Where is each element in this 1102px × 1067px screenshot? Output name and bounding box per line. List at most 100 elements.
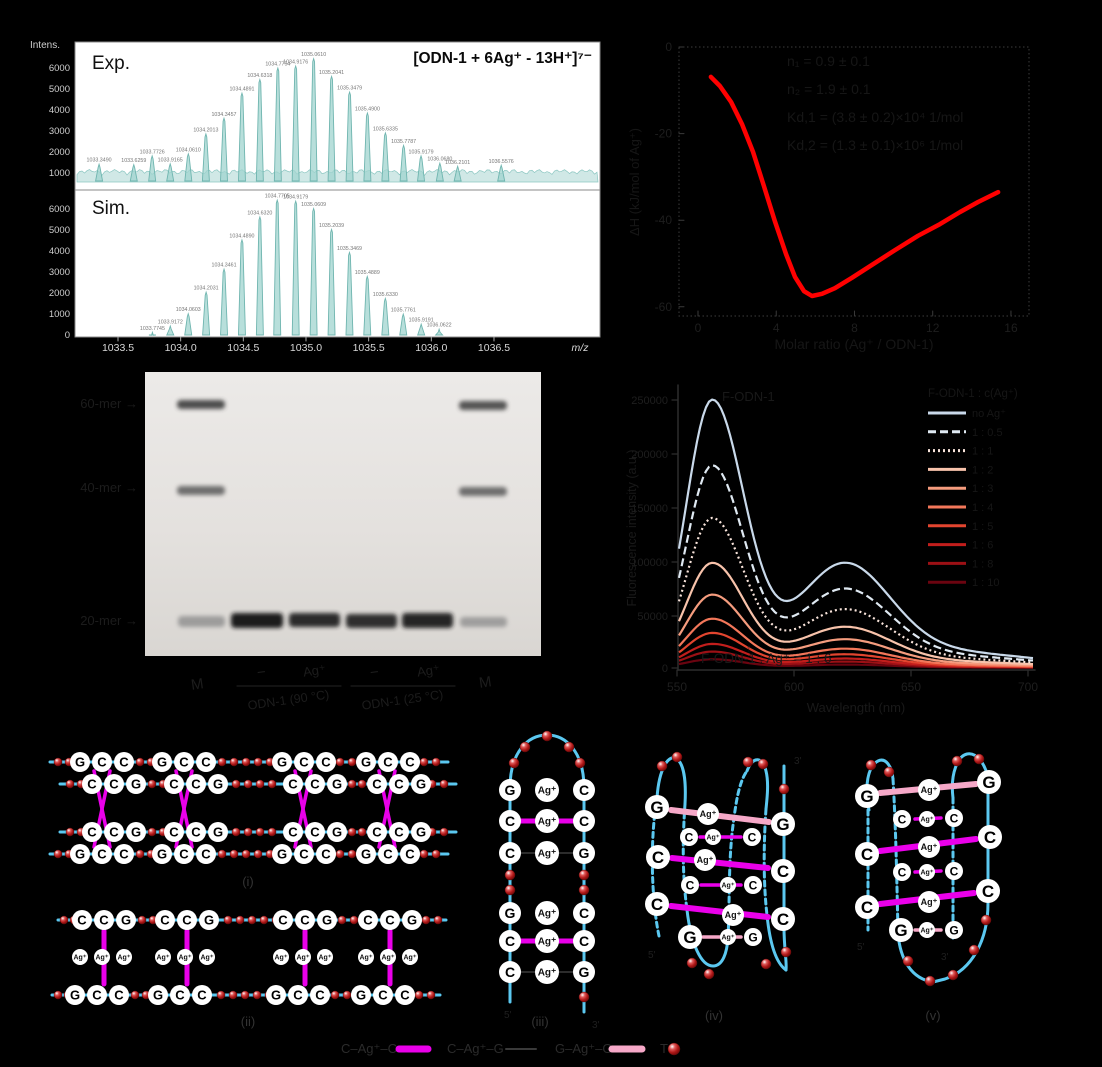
base-circle-G (356, 844, 376, 864)
thymine-ball (419, 849, 429, 859)
silver-ion-label: Ag⁺ (921, 842, 938, 852)
base-circle-G (266, 985, 286, 1005)
base-circle-C (373, 985, 393, 1005)
panel-mass-spectrometry: 1033.3490 1033.6259 1033.7726 1033.9165 1034… (30, 40, 601, 354)
ms-peak (434, 327, 444, 336)
base-letter: G (157, 755, 167, 770)
panel-gel-electrophoresis: 60-mer → 40-mer → 20-mer → M − Ag⁺ ODN-1 (90 °… (80, 372, 541, 713)
x-tick: 1034.0 (165, 342, 197, 354)
y-tick: 6000 (49, 204, 70, 215)
y-tick: 6000 (49, 63, 70, 74)
base-letter: C (288, 777, 298, 792)
silver-ion-circle (919, 922, 935, 938)
strand-end-label: 3' (794, 756, 802, 767)
ms-peak (291, 199, 300, 336)
ms-peak (273, 198, 282, 336)
legend-entry: 1 : 1 (972, 446, 993, 458)
x-axis-title: Wavelength (nm) (807, 700, 906, 715)
base-letter: G (277, 847, 287, 862)
y-tick: 0 (662, 663, 668, 675)
y-tick: 0 (65, 330, 70, 341)
panel-structure-schematics: G C C G C C G C C G C CC C G C C G C C G C C GC C G C C G C C G C C GG C C G… (48, 730, 1002, 1056)
base-circle-C (82, 774, 102, 794)
legend-entry: 1 : 2 (972, 464, 993, 476)
thymine-ball (217, 757, 227, 767)
base-letter: G (361, 847, 371, 862)
base-circle-C (114, 844, 134, 864)
silver-ion-circle (94, 949, 110, 965)
x-tick: 1035.0 (290, 342, 322, 354)
base-letter: G (860, 787, 873, 806)
base-letter: C (363, 913, 373, 928)
base-circle-C (114, 752, 134, 772)
base-circle-G (65, 985, 85, 1005)
silver-ion-circle (722, 904, 744, 926)
ms-peak (95, 162, 104, 182)
dna-strand (765, 913, 788, 972)
base-letter: C (579, 782, 589, 798)
gel-band (178, 616, 225, 627)
base-letter: C (686, 878, 695, 892)
legend-entry: 1 : 6 (972, 540, 993, 552)
ms-peak-label: 1035.6335 (373, 126, 398, 132)
silver-ion-label: Ag⁺ (538, 786, 557, 797)
lane-label: Ag⁺ (416, 662, 441, 680)
base-letter: C (191, 777, 201, 792)
silver-ion-label: Ag⁺ (921, 897, 938, 907)
base-letter: C (383, 847, 393, 862)
base-letter: C (749, 878, 758, 892)
base-letter: C (179, 847, 189, 862)
ms-peak-label: 1034.9179 (283, 195, 308, 201)
structure-label: (ii) (241, 1014, 255, 1029)
thymine-ball (229, 757, 239, 767)
strand-end-label: 5' (504, 1010, 512, 1021)
base-letter: C (99, 913, 109, 928)
ms-peak (327, 227, 336, 336)
thymine-ball (223, 915, 233, 925)
thymine-ball (241, 757, 251, 767)
gel-band (289, 613, 340, 627)
base-circle-C (573, 902, 595, 924)
base-circle-C (295, 910, 315, 930)
thymine-ball (53, 990, 63, 1000)
silver-ion-circle (535, 841, 559, 865)
ms-peak-label: 1034.4890 (229, 233, 254, 239)
ms-peak (399, 143, 408, 182)
ms-peak (129, 163, 138, 182)
ms-peak-label: 1036.2101 (445, 160, 470, 166)
base-circle-C (978, 825, 1002, 849)
base-letter: C (950, 864, 959, 878)
y-tick: 3000 (49, 126, 70, 137)
ms-peak-label: 1035.3469 (337, 246, 362, 252)
x-tick: 600 (784, 680, 804, 694)
base-circle-G (272, 752, 292, 772)
ms-peak-label: 1036.0622 (427, 323, 452, 329)
thymine-ball (431, 757, 441, 767)
silver-ion-circle (535, 960, 559, 984)
ms-peak (220, 116, 228, 182)
thymine-ball (883, 766, 895, 778)
ms-peak-label: 1035.9179 (409, 149, 434, 155)
base-circle-C (499, 842, 521, 864)
silver-ion-label: Ag⁺ (700, 809, 717, 819)
base-letter: G (131, 777, 141, 792)
thymine-ball (349, 915, 359, 925)
base-letter: C (579, 933, 589, 949)
base-circle-G (148, 985, 168, 1005)
base-letter: C (652, 848, 664, 867)
x-tick: 700 (1018, 680, 1038, 694)
base-circle-C (174, 752, 194, 772)
base-letter: G (361, 755, 371, 770)
strand-end-label: 3' (592, 1020, 600, 1031)
base-letter: G (683, 928, 696, 947)
base-letter: G (332, 825, 342, 840)
base-circle-G (855, 784, 879, 808)
base-circle-G (272, 844, 292, 864)
ms-peak (166, 162, 175, 182)
fit-annotation: n₂ = 1.9 ± 0.1 (787, 81, 871, 97)
base-letter: C (505, 933, 515, 949)
base-circle-C (174, 844, 194, 864)
base-letter: G (153, 988, 163, 1003)
base-circle-C (164, 774, 184, 794)
